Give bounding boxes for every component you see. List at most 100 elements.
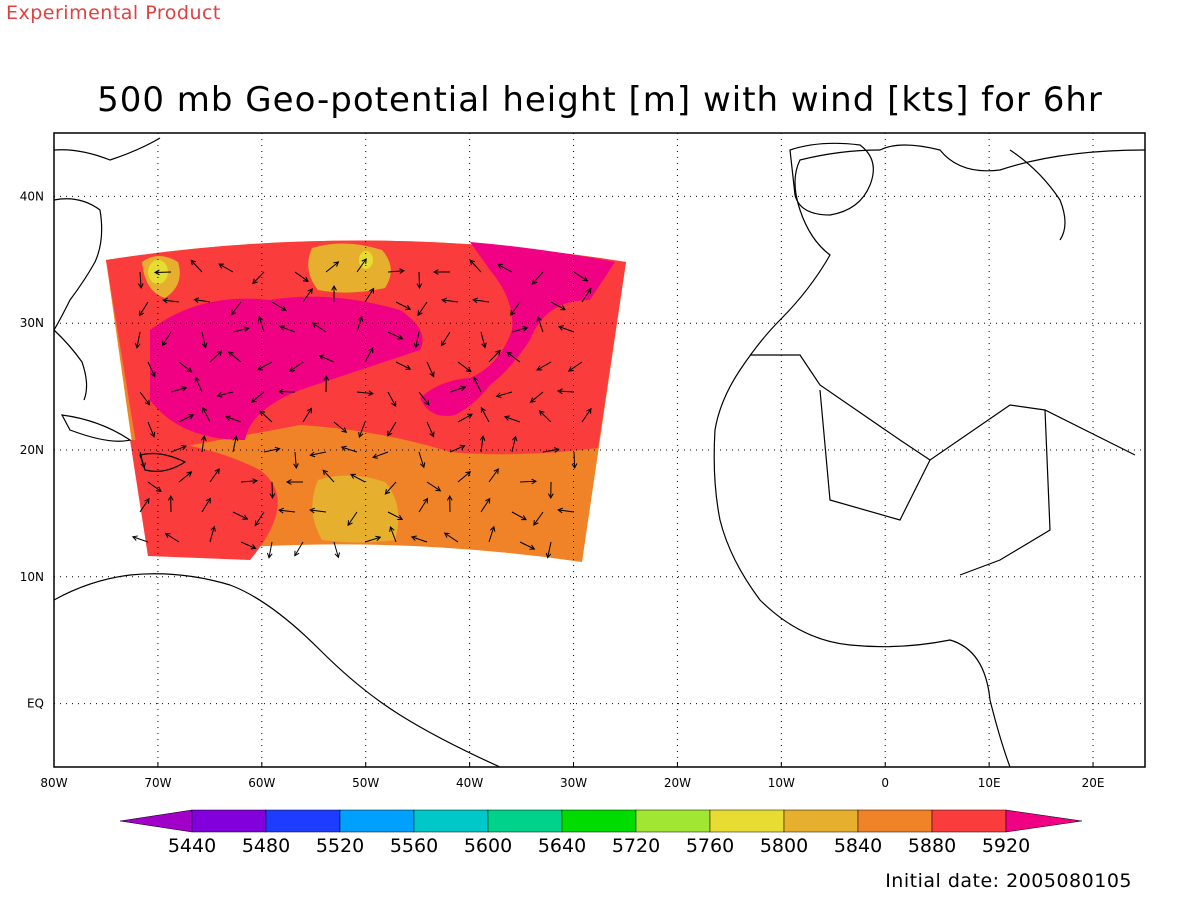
colorbar-swatch xyxy=(339,809,415,833)
wind-arrow xyxy=(449,385,467,393)
wind-arrow xyxy=(131,535,149,543)
wind-arrow xyxy=(581,287,592,303)
wind-arrow xyxy=(571,451,578,470)
wind-arrow xyxy=(164,532,180,543)
wind-arrow xyxy=(389,526,397,543)
wind-arrow xyxy=(269,481,276,500)
wind-arrow xyxy=(488,525,496,543)
experimental-product-banner: Experimental Product xyxy=(6,2,221,24)
wind-arrow xyxy=(567,361,583,372)
wind-arrow xyxy=(257,361,273,371)
colorbar-swatch xyxy=(561,809,637,833)
wind-arrow xyxy=(178,471,193,483)
wind-arrow xyxy=(279,325,296,333)
wind-arrow xyxy=(511,326,529,333)
wind-arrow xyxy=(302,407,312,423)
wind-arrow xyxy=(193,297,211,303)
wind-arrow xyxy=(356,258,367,273)
wind-arrow xyxy=(309,507,327,514)
wind-arrow xyxy=(218,263,234,273)
wind-arrow xyxy=(519,541,536,550)
wind-arrow xyxy=(503,415,521,423)
wind-arrow xyxy=(480,407,490,423)
colorbar-swatch xyxy=(413,809,489,833)
field-low-5840-south xyxy=(312,475,399,543)
wind-arrow xyxy=(294,541,304,557)
colorbar-level-label: 5720 xyxy=(612,835,660,857)
iberia-outline xyxy=(789,142,874,216)
wind-arrow xyxy=(426,481,442,492)
axis-labels: 80W 70W 60W 50W 40W 30W 20W 10W 0 10E 20E 40N 30N 20N… xyxy=(20,189,1105,790)
wind-arrow xyxy=(254,511,265,527)
wind-arrow xyxy=(364,287,375,303)
colorbar-swatch xyxy=(857,809,933,833)
wind-arrow xyxy=(309,451,327,458)
wind-arrow xyxy=(250,391,265,403)
coastlines xyxy=(54,137,1145,767)
wind-arrow xyxy=(202,406,211,423)
lon-tick-label: 80W xyxy=(40,776,67,790)
wind-arrow xyxy=(263,446,281,453)
wind-arrow xyxy=(302,288,313,303)
wind-arrow xyxy=(511,435,518,453)
lon-tick-label: 30W xyxy=(560,776,587,790)
colorbar-level-label: 5800 xyxy=(760,835,808,857)
wind-arrow xyxy=(294,271,309,282)
wind-arrow xyxy=(161,331,172,347)
wind-arrow xyxy=(232,511,249,520)
field-low-5840-north xyxy=(308,243,391,293)
colorbar-level-label: 5440 xyxy=(168,835,216,857)
wind-arrow xyxy=(209,468,220,483)
colorbar-swatch xyxy=(635,809,711,833)
wind-arrow xyxy=(550,301,566,311)
north-america-coast xyxy=(54,137,161,331)
wind-arrow xyxy=(259,410,273,423)
initial-date-prefix: Initial date: xyxy=(885,870,1000,892)
colorbar-level-label: 5520 xyxy=(316,835,364,857)
wind-arrow xyxy=(573,271,589,282)
wind-arrow xyxy=(416,271,423,290)
wind-arrow xyxy=(323,374,330,393)
cuba-outline xyxy=(60,414,132,442)
wind-arrow xyxy=(497,263,513,273)
chart-title: 500 mb Geo-potential height [m] with win… xyxy=(97,80,1103,120)
wind-arrow xyxy=(271,301,287,311)
wind-arrow xyxy=(350,473,366,483)
wind-arrow xyxy=(325,261,340,273)
wind-arrow xyxy=(542,447,560,453)
colorbar-level-label: 5480 xyxy=(242,835,290,857)
field-high-west xyxy=(150,296,423,440)
wind-arrow xyxy=(418,451,426,469)
wind-arrow xyxy=(318,354,335,363)
initial-date-value: 2005080105 xyxy=(1006,870,1132,892)
wind-arrow xyxy=(457,361,472,373)
wind-arrow xyxy=(506,351,521,363)
lon-tick-label: 10W xyxy=(768,776,795,790)
wind-arrow xyxy=(480,331,487,349)
wind-arrow xyxy=(556,388,575,395)
colorbar-level-label: 5920 xyxy=(982,835,1030,857)
wind-arrow xyxy=(548,481,554,500)
wind-arrow xyxy=(545,541,552,559)
wind-arrow xyxy=(457,413,473,423)
height-field xyxy=(106,240,626,563)
colorbar-level-label: 5760 xyxy=(686,835,734,857)
wind-arrow xyxy=(418,497,429,513)
lon-tick-label: 10E xyxy=(978,776,1001,790)
wind-arrow xyxy=(252,271,265,285)
hispaniola-outline xyxy=(139,452,187,472)
wind-arrow xyxy=(347,511,358,527)
lon-tick-label: 50W xyxy=(352,776,379,790)
wind-arrow xyxy=(277,388,296,395)
wind-arrow xyxy=(257,315,265,333)
wind-arrow xyxy=(138,301,149,317)
wind-arrow xyxy=(473,376,482,393)
wind-arrow xyxy=(536,315,544,333)
wind-arrow xyxy=(529,391,544,403)
wind-arrow xyxy=(538,410,552,423)
wind-arrow xyxy=(440,331,451,347)
wind-arrow xyxy=(387,511,404,520)
wind-arrow xyxy=(480,497,491,513)
wind-arrow xyxy=(446,494,453,513)
wind-arrow xyxy=(557,325,575,333)
